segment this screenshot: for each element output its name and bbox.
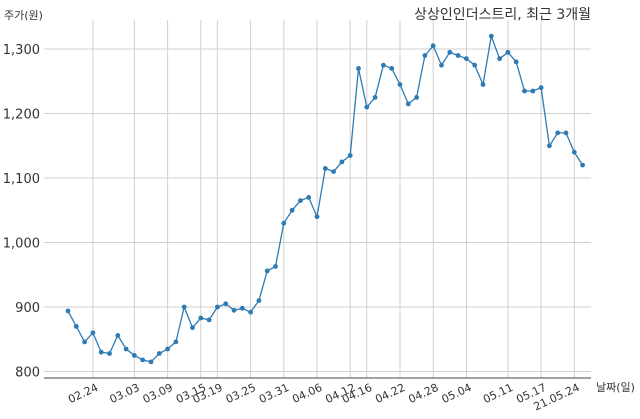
data-point [73, 324, 79, 329]
data-point [206, 317, 212, 323]
x-tick-label: 04.28 [406, 381, 440, 406]
y-tick-label: 1,000 [3, 237, 40, 252]
data-point [107, 351, 112, 356]
data-point [132, 353, 137, 358]
data-point [372, 95, 378, 100]
y-tick-label: 1,300 [3, 43, 40, 58]
data-point [231, 307, 237, 313]
data-point [190, 325, 195, 331]
data-point [148, 359, 154, 365]
x-tick-label: 03.31 [257, 381, 291, 406]
x-tick-label: 04.22 [373, 381, 407, 406]
data-point [547, 143, 552, 149]
data-point [480, 82, 486, 87]
data-point [422, 53, 428, 58]
x-axis-label: 날짜(일) [596, 380, 635, 394]
data-point [464, 56, 469, 62]
data-point [339, 159, 345, 165]
data-point [472, 62, 478, 68]
data-point [488, 33, 494, 39]
data-point [248, 309, 254, 315]
data-point [264, 268, 270, 274]
data-point [331, 169, 336, 175]
y-tick-label: 1,200 [3, 108, 40, 123]
x-tick-label: 03.25 [224, 381, 258, 406]
data-point [580, 162, 585, 168]
data-point [405, 101, 411, 107]
data-point [140, 357, 146, 363]
data-point [439, 62, 444, 68]
data-point [239, 305, 245, 311]
data-point [90, 330, 96, 336]
data-point [322, 166, 328, 171]
y-axis-label: 주가(원) [4, 9, 43, 22]
y-tick-label: 900 [15, 301, 40, 316]
y-ticks: 800 900 1,000 1,100 1,200 1,300 [3, 43, 40, 381]
data-point [82, 339, 87, 345]
data-point [497, 56, 502, 62]
data-point [314, 214, 320, 220]
data-point [223, 301, 229, 307]
data-point [256, 298, 262, 303]
data-point [173, 339, 179, 345]
data-point [356, 66, 361, 71]
data-point [455, 53, 461, 58]
data-point [571, 149, 577, 155]
y-tick-label: 800 [15, 366, 40, 381]
data-point [563, 130, 569, 136]
grid [44, 20, 591, 378]
data-point [397, 82, 403, 87]
data-point [306, 195, 312, 200]
x-tick-label: 03.03 [108, 381, 142, 406]
data-point [389, 66, 395, 71]
data-point [281, 220, 287, 226]
data-point [513, 59, 519, 65]
x-tick-label: 04.06 [290, 381, 324, 406]
x-tick-label: 05.04 [440, 381, 474, 406]
price-line [67, 33, 584, 363]
data-point [530, 88, 536, 94]
x-tick-label: 05.11 [481, 381, 515, 406]
data-point [381, 62, 386, 68]
data-point [181, 304, 187, 310]
data-point [65, 308, 71, 314]
data-point [347, 153, 353, 158]
data-point [447, 49, 453, 55]
series [65, 33, 585, 365]
data-point [555, 130, 561, 136]
data-point [364, 104, 370, 110]
chart-title: 상상인인더스트리, 최근 3개월 [414, 7, 591, 23]
data-point [98, 349, 104, 355]
x-tick-label: 02.24 [66, 381, 100, 406]
data-point [298, 198, 303, 204]
data-point [156, 351, 162, 356]
data-point [505, 49, 511, 55]
y-tick-label: 1,100 [3, 172, 40, 187]
data-point [430, 43, 436, 49]
data-point [538, 85, 544, 91]
data-point [289, 207, 295, 213]
data-point [123, 346, 129, 352]
x-tick-label: 03.09 [141, 381, 175, 406]
data-point [165, 346, 171, 352]
data-point [522, 88, 527, 94]
data-point [414, 95, 419, 100]
data-point [273, 264, 278, 269]
data-point [115, 333, 121, 338]
data-point [198, 315, 204, 321]
data-point [215, 304, 220, 310]
